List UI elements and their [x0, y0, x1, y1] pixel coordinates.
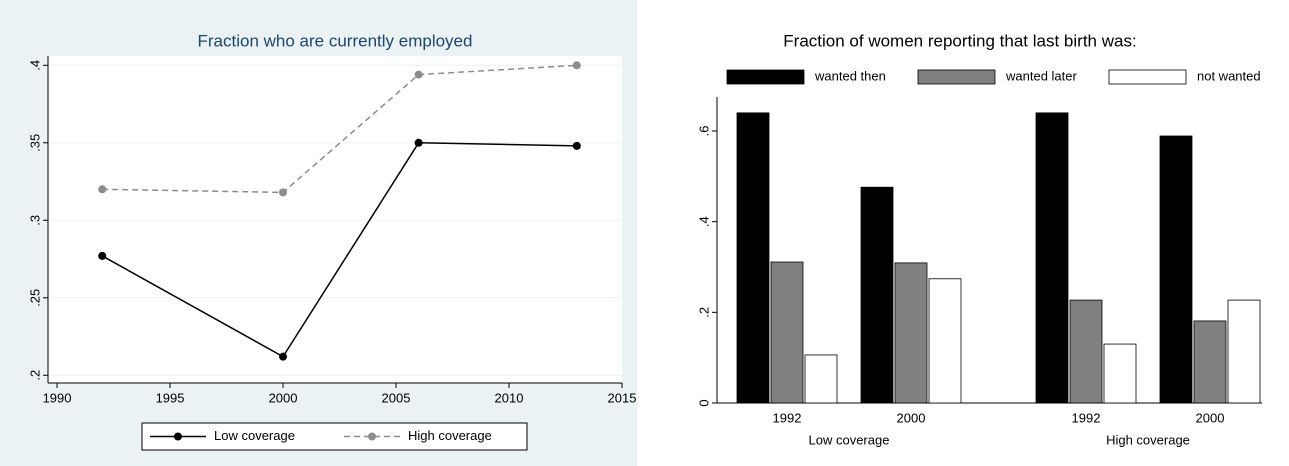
- x-tick-label: 2010: [495, 390, 524, 405]
- y-tick-label: .3: [27, 215, 42, 226]
- legend-swatch: [917, 69, 996, 85]
- bar: [928, 278, 962, 404]
- bar: [1193, 320, 1227, 404]
- x-tick-label: 1992: [773, 410, 802, 425]
- bar: [860, 186, 894, 404]
- point: [414, 70, 423, 79]
- x-tick-label: 2000: [269, 390, 298, 405]
- bar: [1159, 135, 1193, 404]
- x-tick-label: 2015: [608, 390, 637, 405]
- point: [98, 251, 107, 260]
- line: [102, 64, 577, 194]
- point: [279, 188, 288, 197]
- group-label: High coverage: [1106, 432, 1190, 447]
- y-tick-label: .2: [696, 307, 711, 318]
- y-tick-label: .2: [27, 370, 42, 381]
- y-tick-label: 0: [696, 399, 711, 406]
- y-tick-label: .35: [27, 134, 42, 152]
- chart-title: Fraction who are currently employed: [198, 31, 473, 50]
- bar: [894, 262, 928, 404]
- bar: [804, 354, 838, 404]
- x-tick-label: 2000: [1196, 410, 1225, 425]
- y-tick-label: .6: [696, 126, 711, 137]
- point: [98, 185, 107, 194]
- legend-label: not wanted: [1197, 68, 1261, 83]
- x-tick-label: 1992: [1072, 410, 1101, 425]
- legend-marker: [368, 432, 376, 441]
- legend-label: High coverage: [408, 428, 492, 443]
- x-tick-label: 2005: [382, 390, 411, 405]
- bar: [1035, 112, 1069, 404]
- legend-label: wanted then: [814, 68, 886, 83]
- bar: [770, 261, 804, 404]
- legend-label: wanted later: [1005, 68, 1077, 83]
- bar: [736, 112, 770, 404]
- line: [101, 142, 577, 358]
- group-label: Low coverage: [809, 432, 890, 447]
- legend-label: Low coverage: [214, 428, 295, 443]
- point: [572, 141, 581, 150]
- legend-marker: [174, 432, 182, 441]
- x-tick-label: 1990: [43, 390, 72, 405]
- bar: [1227, 299, 1261, 404]
- x-tick-label: 2000: [897, 410, 926, 425]
- bar: [1103, 343, 1137, 404]
- point: [414, 138, 423, 147]
- y-tick-label: .4: [27, 60, 42, 71]
- point: [279, 352, 288, 361]
- plot-area: [48, 56, 622, 383]
- point: [572, 61, 581, 70]
- legend-swatch: [726, 69, 805, 85]
- y-tick-label: .25: [27, 289, 42, 307]
- y-tick-label: .4: [696, 216, 711, 227]
- legend-swatch: [1108, 69, 1187, 85]
- chart-title: Fraction of women reporting that last bi…: [783, 31, 1136, 50]
- bar: [1069, 299, 1103, 404]
- legend-box: [141, 422, 528, 451]
- x-tick-label: 1995: [156, 390, 185, 405]
